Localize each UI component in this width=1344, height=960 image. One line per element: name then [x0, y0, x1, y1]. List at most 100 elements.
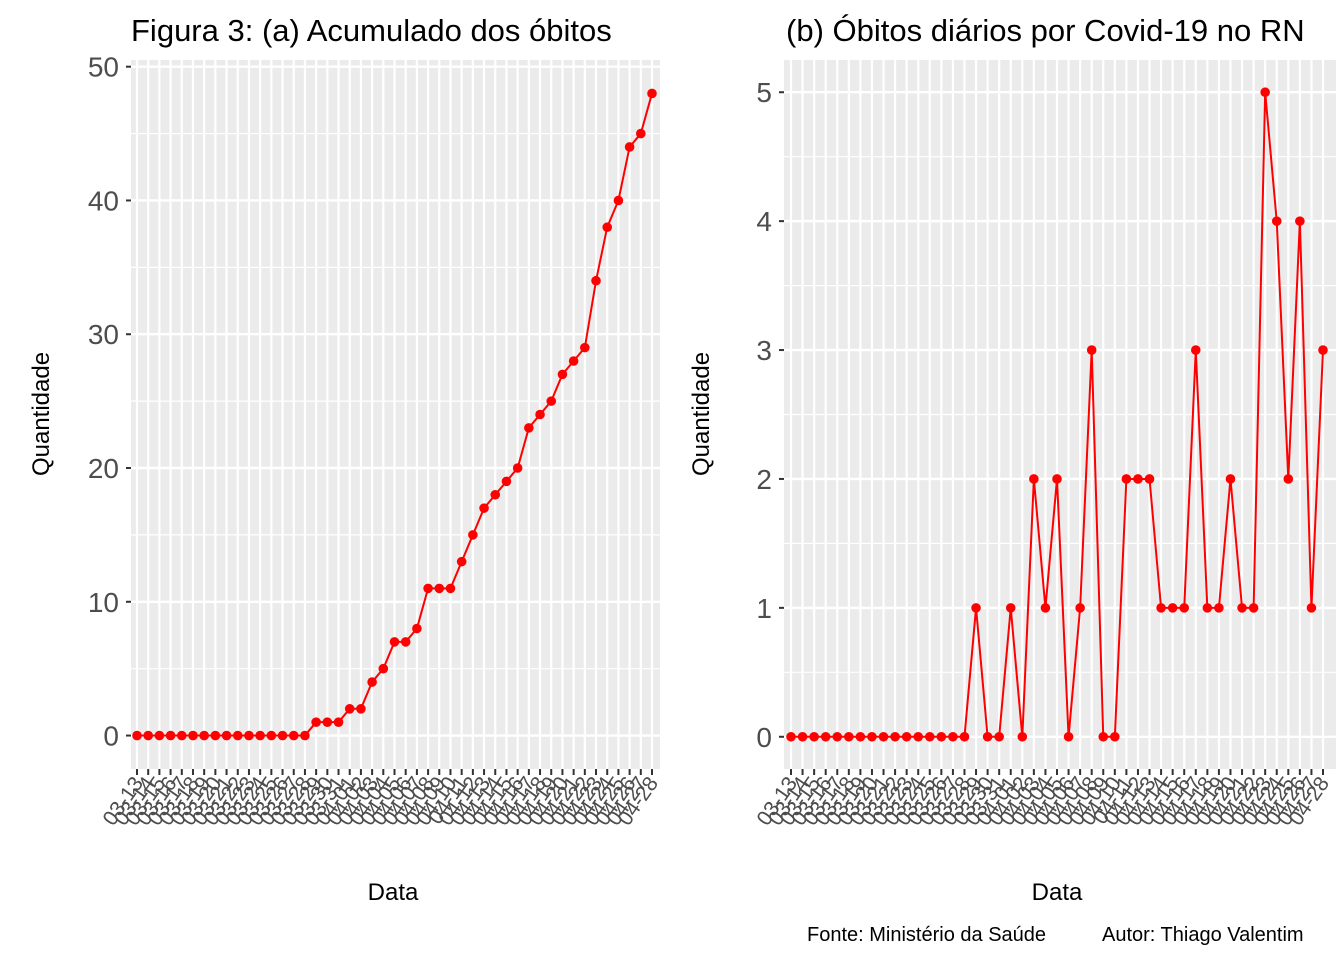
y-tick-label: 3	[756, 335, 772, 366]
data-point	[412, 623, 422, 634]
data-point	[809, 731, 819, 742]
panel-a-y-ticks: 0 10 20 30 40 50	[88, 52, 131, 752]
data-point	[1260, 87, 1270, 98]
data-point	[311, 717, 321, 727]
y-tick-label: 1	[756, 593, 772, 624]
data-point	[820, 731, 831, 742]
panel-b-series	[786, 87, 1328, 742]
y-tick-label: 30	[88, 319, 119, 350]
data-point	[266, 730, 277, 741]
data-point	[855, 731, 866, 742]
data-point	[1179, 603, 1190, 613]
data-point	[844, 731, 854, 742]
data-point	[832, 731, 843, 742]
data-point	[524, 423, 534, 433]
y-tick-label: 0	[103, 721, 119, 752]
data-point	[479, 503, 489, 513]
data-point	[255, 730, 265, 741]
data-point	[199, 730, 209, 741]
data-point	[356, 704, 366, 714]
data-point	[1086, 345, 1097, 355]
data-point	[867, 731, 877, 742]
panel-b-grid	[784, 60, 1336, 769]
data-point	[322, 717, 333, 727]
y-tick-label: 0	[756, 722, 772, 753]
data-point	[1225, 474, 1236, 484]
caption-author: Autor: Thiago Valentim	[1102, 924, 1304, 946]
y-tick-label: 50	[88, 52, 119, 83]
data-point	[154, 730, 165, 741]
data-point	[1017, 731, 1028, 742]
data-point	[288, 730, 299, 741]
data-point	[143, 730, 153, 741]
data-point	[948, 731, 958, 742]
data-point	[378, 663, 389, 674]
data-point	[901, 731, 912, 742]
data-point	[333, 717, 344, 727]
panel-b-title: (b) Óbitos diários por Covid-19 no RN	[786, 13, 1305, 48]
data-point	[913, 731, 924, 742]
data-point	[490, 489, 501, 500]
data-point	[434, 583, 445, 594]
data-point	[613, 195, 624, 206]
data-point	[1202, 603, 1213, 613]
data-point	[580, 342, 590, 353]
panel-a-y-axis-title: Quantidade	[28, 352, 55, 476]
y-tick-label: 40	[88, 185, 119, 216]
data-point	[277, 730, 288, 741]
data-point	[994, 731, 1004, 742]
data-point	[1214, 603, 1224, 613]
y-tick-label: 4	[756, 206, 772, 237]
data-point	[468, 530, 478, 540]
data-point	[344, 704, 355, 714]
data-point	[389, 637, 400, 647]
panel-a-title: Figura 3: (a) Acumulado dos óbitos	[131, 13, 612, 48]
data-point	[1005, 603, 1016, 613]
panel-a-grid	[131, 60, 660, 769]
data-point	[1133, 474, 1143, 484]
data-point	[546, 396, 557, 406]
data-point	[535, 409, 545, 420]
panel-b: 0 1 2 3 4 5 03-1303-1403-1503-1603-1703-1803-…	[688, 13, 1336, 906]
data-point	[1121, 474, 1132, 484]
data-point	[367, 677, 377, 687]
data-point	[982, 731, 993, 742]
data-point	[221, 730, 232, 741]
data-point	[300, 730, 310, 741]
data-point	[602, 222, 613, 233]
data-point	[1167, 603, 1178, 613]
data-point	[971, 603, 981, 613]
y-tick-label: 10	[88, 587, 119, 618]
data-point	[1052, 474, 1062, 484]
data-point	[568, 356, 579, 366]
data-point	[1144, 474, 1155, 484]
caption-source: Fonte: Ministério da Saúde	[807, 924, 1046, 946]
data-point	[1063, 731, 1074, 742]
panel-b-x-axis-title: Data	[1032, 879, 1083, 906]
data-point	[1098, 731, 1109, 742]
data-point	[1306, 603, 1317, 613]
data-point	[647, 88, 657, 99]
data-point	[400, 637, 411, 647]
data-point	[1237, 603, 1247, 613]
data-point	[890, 731, 900, 742]
data-point	[501, 476, 512, 487]
panel-b-x-ticks: 03-1303-1403-1503-1603-1703-1803-1903-20…	[752, 769, 1334, 830]
panel-a: 0 10 20 30 40 50 03-1303-1403-1503-1603-1703-…	[28, 13, 663, 906]
data-point	[210, 730, 221, 741]
data-point	[456, 556, 467, 567]
data-point	[176, 730, 187, 741]
data-point	[232, 730, 243, 741]
panel-b-y-axis-title: Quantidade	[688, 352, 715, 476]
data-point	[878, 731, 889, 742]
data-point	[423, 583, 433, 594]
data-point	[786, 731, 796, 742]
data-point	[188, 730, 198, 741]
data-point	[1190, 345, 1201, 355]
data-point	[1040, 603, 1051, 613]
data-point	[512, 463, 523, 473]
data-point	[165, 730, 176, 741]
panel-a-series	[132, 88, 657, 741]
data-point	[445, 583, 456, 594]
